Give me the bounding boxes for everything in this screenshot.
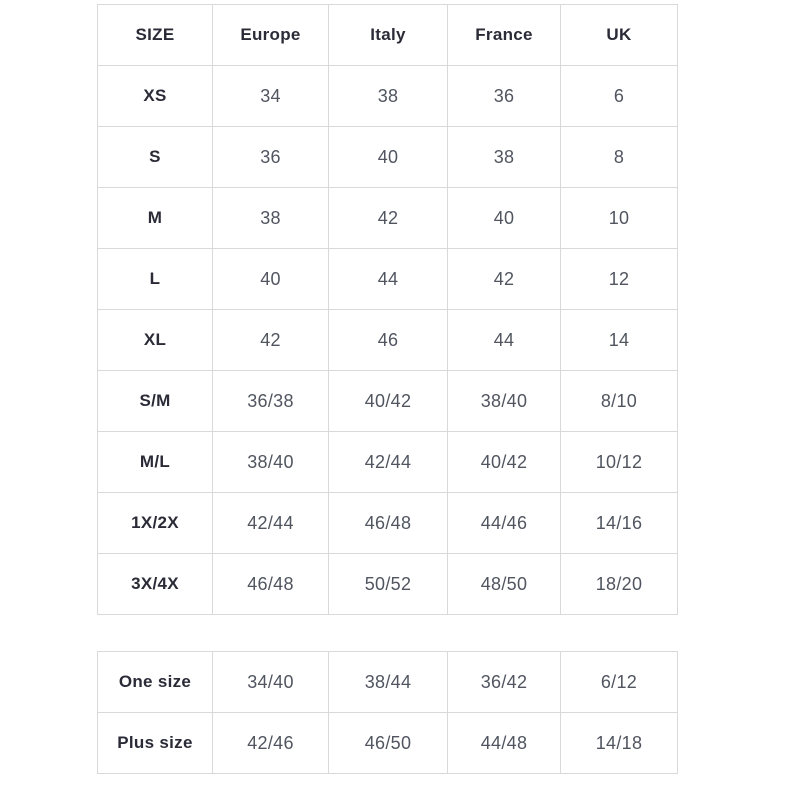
table-cell: 40/42 xyxy=(447,431,561,493)
table-row-sm: S/M 36/38 40/42 38/40 8/10 xyxy=(97,370,678,432)
table-cell: 6/12 xyxy=(560,651,678,713)
row-label: S/M xyxy=(97,370,213,432)
table-row-plus-size: Plus size 42/46 46/50 44/48 14/18 xyxy=(97,712,678,774)
row-label: S xyxy=(97,126,213,188)
table-cell: 36 xyxy=(212,126,329,188)
table-cell: 44 xyxy=(447,309,561,371)
column-header-europe: Europe xyxy=(212,4,329,66)
table-cell: 38/44 xyxy=(328,651,448,713)
column-header-france: France xyxy=(447,4,561,66)
table-cell: 38 xyxy=(328,65,448,127)
table-cell: 14 xyxy=(560,309,678,371)
table-cell: 10 xyxy=(560,187,678,249)
row-label: M/L xyxy=(97,431,213,493)
table-cell: 8 xyxy=(560,126,678,188)
row-label: Plus size xyxy=(97,712,213,774)
table-row-ml: M/L 38/40 42/44 40/42 10/12 xyxy=(97,431,678,493)
table-cell: 8/10 xyxy=(560,370,678,432)
table-cell: 6 xyxy=(560,65,678,127)
table-cell: 36/38 xyxy=(212,370,329,432)
table-cell: 46/50 xyxy=(328,712,448,774)
table-cell: 40 xyxy=(212,248,329,310)
table-cell: 46 xyxy=(328,309,448,371)
table-cell: 38/40 xyxy=(212,431,329,493)
table-cell: 38 xyxy=(212,187,329,249)
column-header-size: SIZE xyxy=(97,4,213,66)
table-cell: 42/46 xyxy=(212,712,329,774)
table-cell: 44/48 xyxy=(447,712,561,774)
table-row-one-size: One size 34/40 38/44 36/42 6/12 xyxy=(97,651,678,713)
row-label: L xyxy=(97,248,213,310)
table-cell: 42/44 xyxy=(212,492,329,554)
table-cell: 12 xyxy=(560,248,678,310)
table-row-l: L 40 44 42 12 xyxy=(97,248,678,310)
table-cell: 48/50 xyxy=(447,553,561,615)
table-row-xs: XS 34 38 36 6 xyxy=(97,65,678,127)
column-header-italy: Italy xyxy=(328,4,448,66)
row-label: M xyxy=(97,187,213,249)
table-cell: 42 xyxy=(328,187,448,249)
table-row-xl: XL 42 46 44 14 xyxy=(97,309,678,371)
table-cell: 50/52 xyxy=(328,553,448,615)
table-cell: 36 xyxy=(447,65,561,127)
table-cell: 46/48 xyxy=(212,553,329,615)
table-cell: 42 xyxy=(447,248,561,310)
row-label: XS xyxy=(97,65,213,127)
table-cell: 40 xyxy=(447,187,561,249)
table-row-m: M 38 42 40 10 xyxy=(97,187,678,249)
row-label: One size xyxy=(97,651,213,713)
table-cell: 44 xyxy=(328,248,448,310)
row-label: 1X/2X xyxy=(97,492,213,554)
table-cell: 40/42 xyxy=(328,370,448,432)
table-cell: 40 xyxy=(328,126,448,188)
table-cell: 46/48 xyxy=(328,492,448,554)
table-cell: 38 xyxy=(447,126,561,188)
table-cell: 18/20 xyxy=(560,553,678,615)
table-row-1x2x: 1X/2X 42/44 46/48 44/46 14/16 xyxy=(97,492,678,554)
row-label: 3X/4X xyxy=(97,553,213,615)
header-row: SIZE Europe Italy France UK xyxy=(97,4,678,66)
table-cell: 34/40 xyxy=(212,651,329,713)
table-cell: 38/40 xyxy=(447,370,561,432)
column-header-uk: UK xyxy=(560,4,678,66)
table-cell: 44/46 xyxy=(447,492,561,554)
size-conversion-table: SIZE Europe Italy France UK XS 34 38 36 … xyxy=(97,4,678,615)
table-cell: 42/44 xyxy=(328,431,448,493)
table-cell: 14/18 xyxy=(560,712,678,774)
table-cell: 14/16 xyxy=(560,492,678,554)
table-row-3x4x: 3X/4X 46/48 50/52 48/50 18/20 xyxy=(97,553,678,615)
table-cell: 42 xyxy=(212,309,329,371)
row-label: XL xyxy=(97,309,213,371)
table-cell: 36/42 xyxy=(447,651,561,713)
table-row-s: S 36 40 38 8 xyxy=(97,126,678,188)
table-cell: 10/12 xyxy=(560,431,678,493)
table-cell: 34 xyxy=(212,65,329,127)
special-size-table: One size 34/40 38/44 36/42 6/12 Plus siz… xyxy=(97,651,678,774)
